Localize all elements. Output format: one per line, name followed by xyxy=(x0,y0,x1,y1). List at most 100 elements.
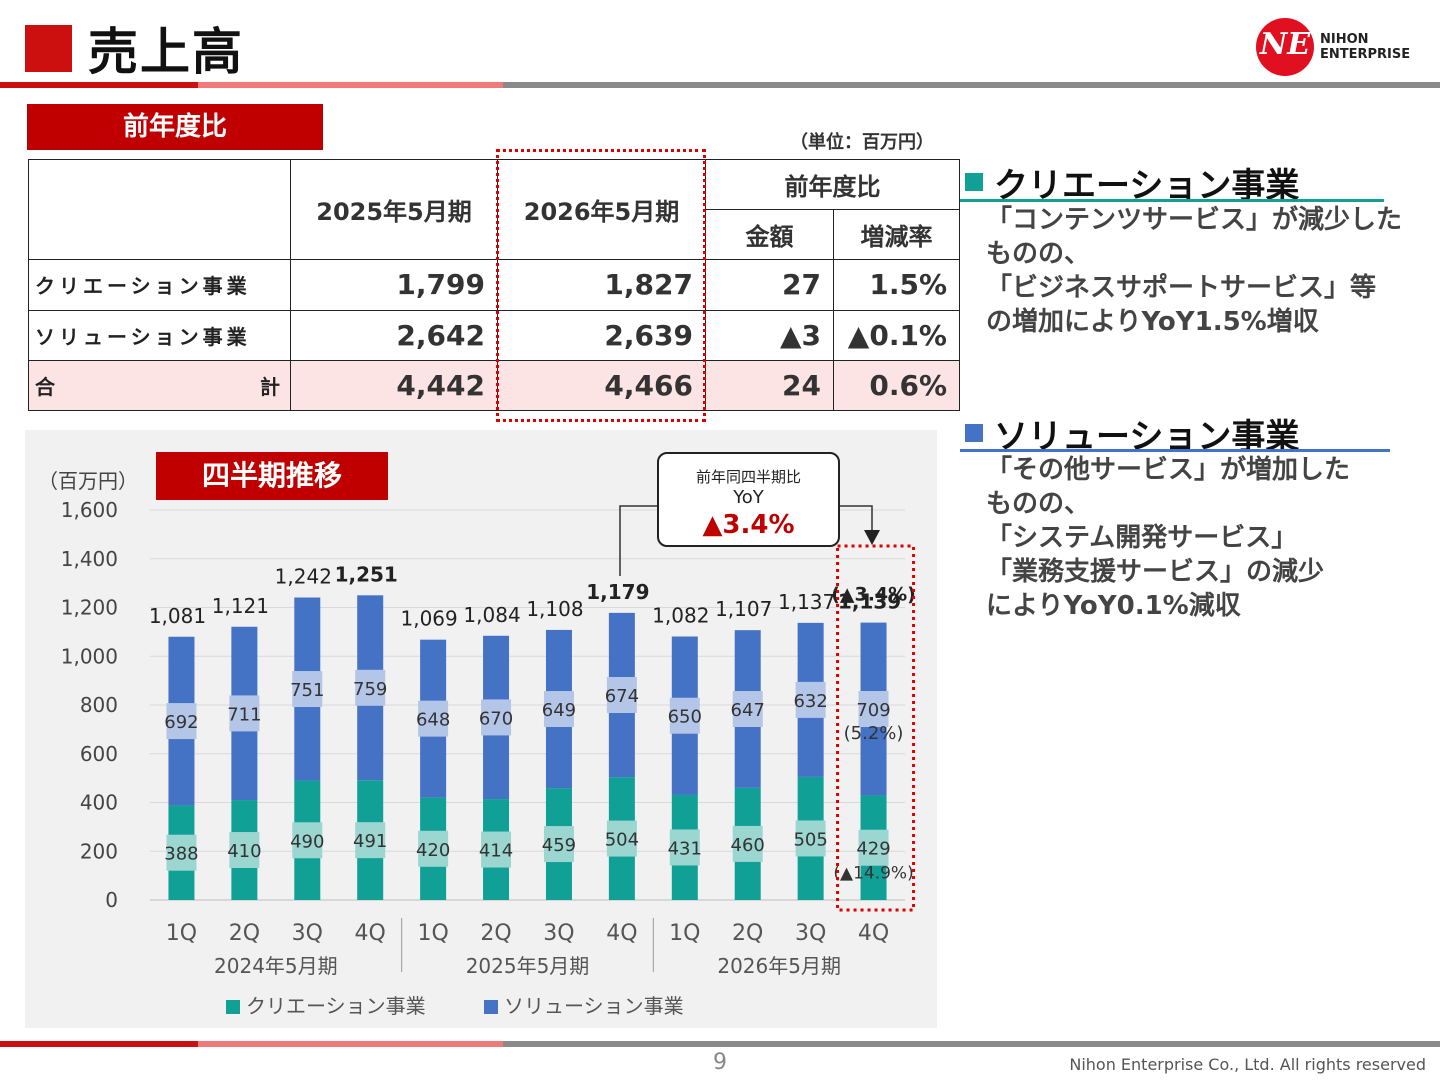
yoy-callout: 前年同四半期比 YoY ▲3.4% xyxy=(657,452,840,547)
creation-commentary: 「コンテンツサービス」が減少した ものの、 「ビジネスサポートサービス」等 の増… xyxy=(986,205,1403,337)
x-tick-label: 4Q xyxy=(858,921,889,946)
label-band-creation xyxy=(166,834,197,871)
data-label-solution: 674 xyxy=(605,686,639,707)
x-tick-label: 2Q xyxy=(229,921,260,946)
legend-swatch-solution xyxy=(484,1000,498,1014)
header-fy2026: 2026年5月期 xyxy=(497,158,706,261)
data-label-creation: 414 xyxy=(479,841,513,862)
cell-fy2025: 4,442 xyxy=(290,359,498,412)
label-band-creation xyxy=(543,826,574,863)
x-group-label: 2024年5月期 xyxy=(214,954,338,978)
data-label-total: 1,108 xyxy=(526,597,583,621)
x-tick-label: 1Q xyxy=(669,921,700,946)
x-tick-label: 3Q xyxy=(292,921,323,946)
cell-fy2025: 2,642 xyxy=(290,309,498,361)
data-label-total: 1,069 xyxy=(400,607,457,631)
title-marker xyxy=(25,25,72,72)
creation-underline xyxy=(960,199,1384,202)
label-band-solution xyxy=(229,695,260,732)
page-number: 9 xyxy=(713,1050,727,1075)
data-label-total: 1,082 xyxy=(652,604,709,628)
data-label-total: 1,084 xyxy=(463,603,520,627)
data-label-solution: 650 xyxy=(668,707,702,728)
data-label-creation: 459 xyxy=(542,835,576,856)
callout-connector xyxy=(619,505,657,576)
creation-square-icon xyxy=(965,173,983,191)
logo-mark: NE xyxy=(1256,18,1314,76)
legend-swatch-creation xyxy=(226,1000,240,1014)
page-title: 売上高 xyxy=(88,23,244,81)
data-label-total: 1,137 xyxy=(778,590,835,614)
data-label-creation: 460 xyxy=(731,835,765,856)
label-band-creation xyxy=(229,832,260,869)
data-label-creation: 429 xyxy=(856,839,890,860)
cell-fy2026: 2,639 xyxy=(497,309,706,361)
row-name: クリエーション事業 xyxy=(28,259,291,311)
table-row-total: 合計 4,442 4,466 24 0.6% xyxy=(28,359,960,412)
data-label-solution: 648 xyxy=(416,710,450,731)
unit-label: （単位：百万円） xyxy=(790,132,934,153)
data-label-solution: 647 xyxy=(731,700,765,721)
label-band-creation xyxy=(858,829,889,866)
footer-rule xyxy=(0,1041,1440,1047)
label-band-creation xyxy=(795,820,826,857)
data-label-total: 1,251 xyxy=(335,562,398,586)
data-label-solution: 759 xyxy=(353,679,387,700)
highlight-fy2026-box xyxy=(496,149,706,422)
data-label-creation: 505 xyxy=(793,829,827,850)
header-rate: 増減率 xyxy=(833,209,960,261)
data-label-creation: 388 xyxy=(164,844,198,865)
legend-label-creation: クリエーション事業 xyxy=(246,994,426,1018)
data-label-total: 1,121 xyxy=(212,594,269,618)
x-group-label: 2026年5月期 xyxy=(717,954,841,978)
header-rule xyxy=(0,82,1440,88)
x-tick-label: 1Q xyxy=(166,921,197,946)
x-tick-label: 1Q xyxy=(417,921,448,946)
cell-fy2025: 1,799 xyxy=(290,259,498,311)
label-band-solution xyxy=(418,700,449,737)
cell-fy2026: 4,466 xyxy=(497,359,706,412)
cell-amount: ▲3 xyxy=(705,309,834,361)
data-label-total: 1,242 xyxy=(275,565,332,589)
data-label-creation: 490 xyxy=(290,831,324,852)
x-tick-label: 4Q xyxy=(355,921,386,946)
legend-label-solution: ソリューション事業 xyxy=(504,994,684,1018)
data-label-creation: 431 xyxy=(668,838,702,859)
x-tick-label: 4Q xyxy=(606,921,637,946)
label-band-creation xyxy=(481,831,512,868)
x-tick-label: 2Q xyxy=(732,921,763,946)
label-band-solution xyxy=(166,703,197,740)
label-band-solution xyxy=(543,691,574,728)
y-tick-label: 1,200 xyxy=(61,596,118,620)
label-band-solution xyxy=(669,697,700,734)
annotation-solution-yoy: (5.2%) xyxy=(844,723,904,744)
y-tick-label: 0 xyxy=(105,888,118,912)
data-label-total: 1,081 xyxy=(149,604,206,628)
label-band-solution xyxy=(858,691,889,728)
data-label-solution: 670 xyxy=(479,708,513,729)
x-group-label: 2025年5月期 xyxy=(466,954,590,978)
data-label-solution: 649 xyxy=(542,700,576,721)
arrow-down-icon xyxy=(864,530,880,545)
table-row: クリエーション事業 1,799 1,827 27 1.5% xyxy=(28,259,960,311)
y-tick-label: 1,400 xyxy=(61,547,118,571)
label-band-creation xyxy=(355,822,386,859)
annotation-creation-yoy: (▲14.9%) xyxy=(833,864,913,884)
logo-text: NIHON ENTERPRISE xyxy=(1320,32,1411,62)
y-tick-label: 400 xyxy=(80,791,118,815)
data-label-solution: 711 xyxy=(227,704,261,725)
row-name-total: 合計 xyxy=(28,359,291,412)
data-label-total: 1,139 xyxy=(838,590,901,614)
header-yoy: 前年度比 xyxy=(705,158,960,211)
data-label-solution: 632 xyxy=(793,691,827,712)
company-logo: NE NIHON ENTERPRISE xyxy=(1256,18,1436,78)
cell-amount: 24 xyxy=(705,359,834,412)
label-band-solution xyxy=(795,681,826,718)
x-tick-label: 3Q xyxy=(543,921,574,946)
yoy-section-label: 前年度比 xyxy=(27,104,323,150)
x-tick-label: 3Q xyxy=(795,921,826,946)
y-tick-label: 800 xyxy=(80,693,118,717)
quarterly-section-label: 四半期推移 xyxy=(156,452,388,500)
copyright: Nihon Enterprise Co., Ltd. All rights re… xyxy=(1069,1055,1426,1074)
